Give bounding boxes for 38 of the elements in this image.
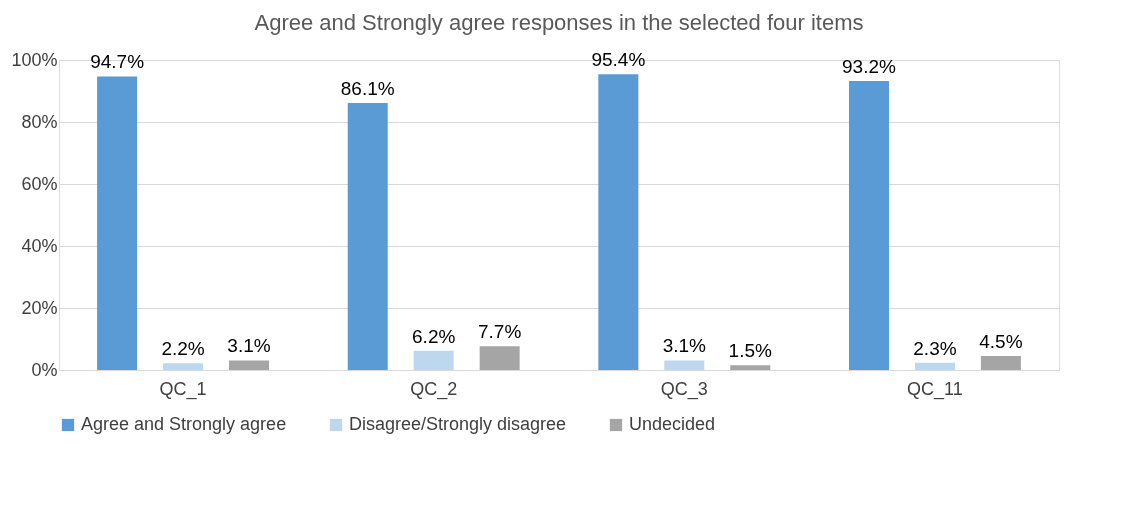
bar: [598, 74, 639, 370]
bar: [413, 350, 454, 370]
bar: [730, 365, 771, 370]
legend-label: Undecided: [629, 414, 716, 434]
data-label: 3.1%: [227, 335, 271, 357]
bar: [229, 360, 270, 370]
data-label: 2.3%: [913, 337, 957, 359]
y-tick-label: 80%: [21, 111, 58, 132]
bar: [163, 363, 204, 370]
bar: [848, 81, 889, 370]
data-label: 93.2%: [842, 56, 897, 78]
data-label: 95.4%: [591, 49, 646, 71]
y-tick-label: 100%: [11, 49, 58, 70]
bar: [479, 346, 520, 370]
x-tick-label: QC_11: [907, 378, 963, 400]
bar: [980, 356, 1021, 370]
legend-label: Disagree/Strongly disagree: [349, 414, 567, 434]
bar: [664, 360, 705, 370]
y-tick-label: 40%: [21, 235, 58, 256]
x-tick-label: QC_1: [159, 378, 207, 400]
x-tick-label: QC_3: [660, 378, 708, 400]
bar: [347, 103, 388, 370]
y-tick-label: 60%: [21, 173, 58, 194]
data-label: 86.1%: [340, 78, 395, 100]
x-tick-label: QC_2: [410, 378, 458, 400]
chart-title: Agree and Strongly agree responses in the selected four items: [254, 10, 864, 35]
data-label: 1.5%: [728, 340, 773, 362]
legend-label: Agree and Strongly agree: [81, 414, 287, 434]
bar: [97, 76, 138, 370]
data-label: 4.5%: [979, 331, 1023, 353]
data-label: 7.7%: [477, 321, 522, 343]
data-label: 3.1%: [662, 335, 707, 357]
y-tick-label: 20%: [21, 297, 58, 318]
data-label: 2.2%: [161, 338, 205, 360]
data-label: 94.7%: [90, 51, 145, 73]
y-tick-label: 0%: [31, 359, 58, 380]
bar: [914, 362, 955, 370]
data-label: 6.2%: [412, 325, 456, 347]
